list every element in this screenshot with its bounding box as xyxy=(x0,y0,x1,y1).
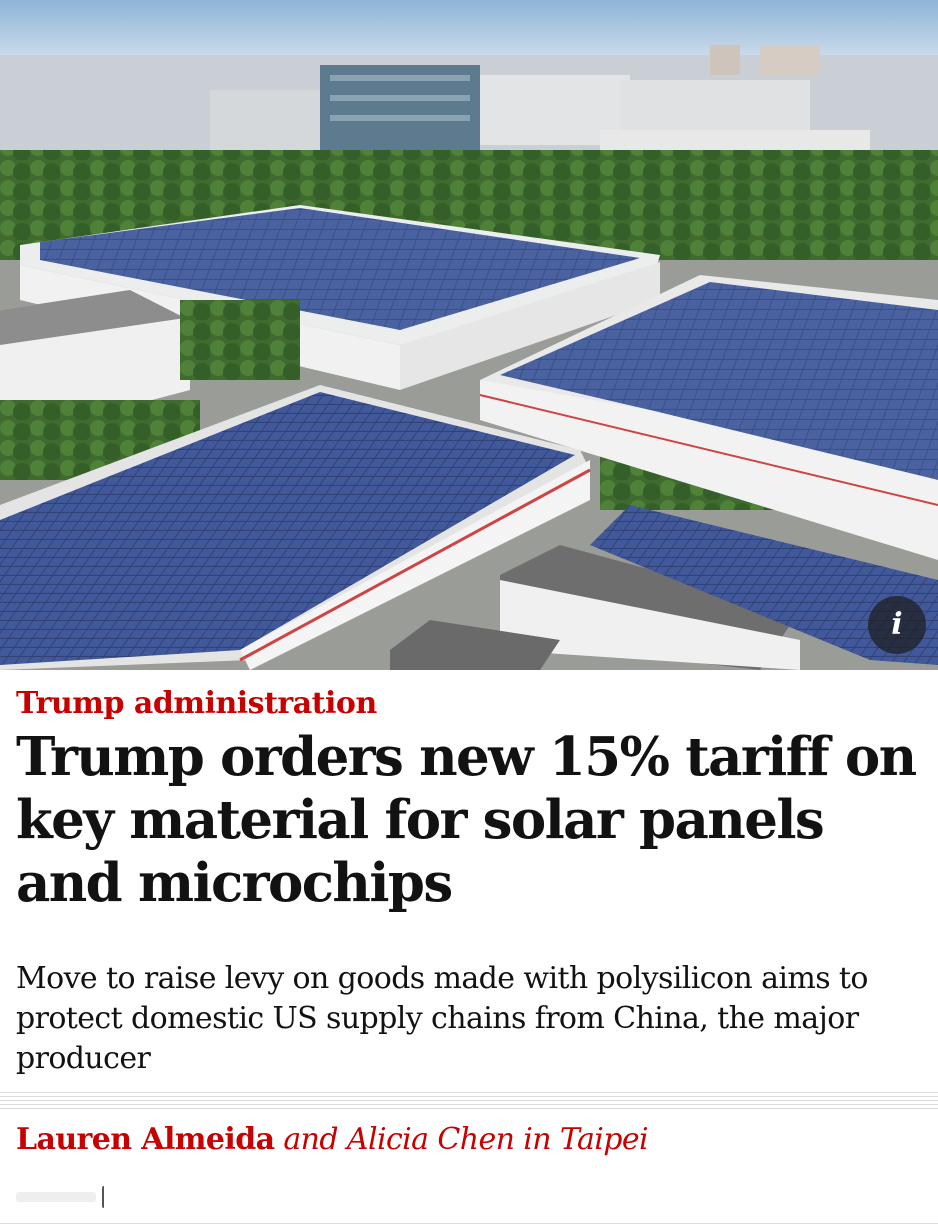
faded-meta xyxy=(16,1192,96,1202)
divider-rules xyxy=(0,1092,938,1112)
divider xyxy=(0,1096,938,1097)
divider xyxy=(0,1100,938,1101)
divider xyxy=(0,1223,938,1224)
date-line xyxy=(16,1186,296,1208)
article-headline: Trump orders new 15% tariff on key mater… xyxy=(16,726,917,914)
hero-image: i xyxy=(0,0,938,670)
article-standfirst: Move to raise levy on goods made with po… xyxy=(16,961,868,1076)
divider xyxy=(0,1092,938,1093)
byline-author-link[interactable]: Lauren Almeida xyxy=(16,1122,275,1157)
info-icon[interactable]: i xyxy=(868,596,926,654)
divider xyxy=(0,1104,938,1105)
divider xyxy=(0,1108,938,1109)
byline: Lauren Almeida and Alicia Chen in Taipei xyxy=(16,1122,649,1157)
byline-coauthor: and Alicia Chen in Taipei xyxy=(283,1122,649,1157)
solar-rooftops-photo xyxy=(0,0,938,670)
text-caret xyxy=(102,1186,108,1208)
section-kicker[interactable]: Trump administration xyxy=(16,686,377,721)
